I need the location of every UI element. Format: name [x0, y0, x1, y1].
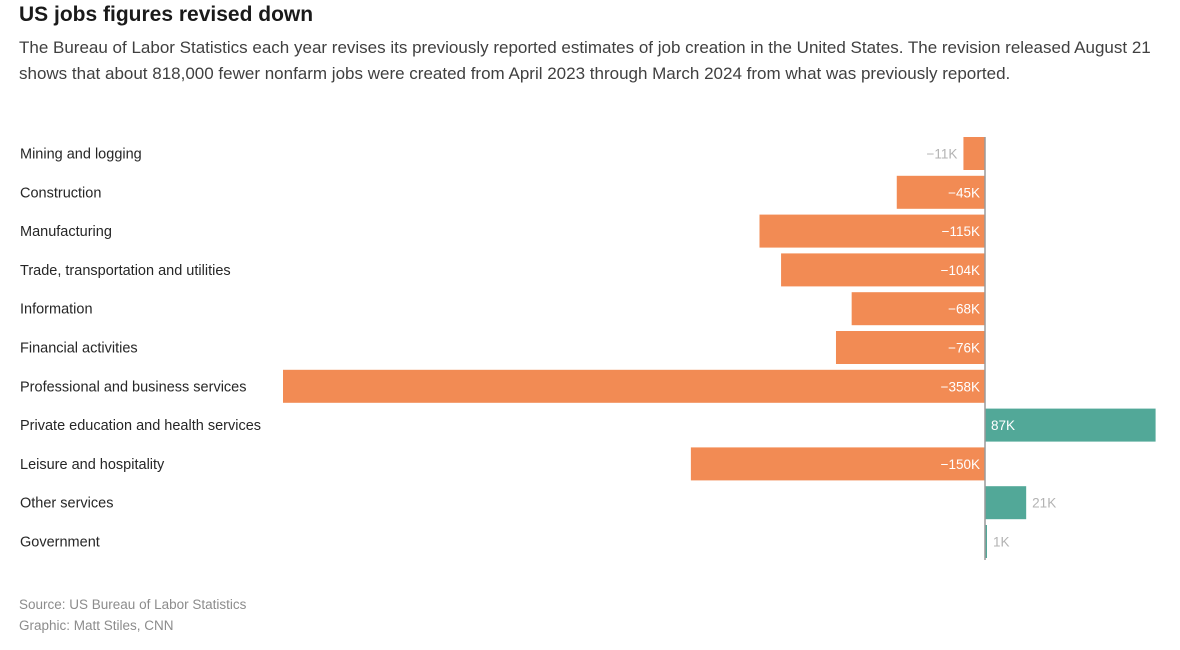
value-label-private-education-and-health-services: 87K — [991, 418, 1015, 433]
value-label-construction: −45K — [948, 185, 980, 200]
source-note: Source: US Bureau of Labor Statistics — [19, 597, 247, 612]
graphic-credit: Graphic: Matt Stiles, CNN — [19, 618, 174, 633]
category-label-financial-activities: Financial activities — [20, 341, 138, 357]
bar-chart: Mining and logging −11K Construction −45K Ma… — [20, 137, 1156, 560]
category-label-trade-transportation-and-utilities: Trade, transportation and utilities — [20, 263, 231, 279]
value-label-manufacturing: −115K — [942, 224, 980, 239]
category-label-other-services: Other services — [20, 496, 113, 512]
category-label-construction: Construction — [20, 185, 101, 201]
category-label-professional-and-business-services: Professional and business services — [20, 379, 246, 395]
category-label-manufacturing: Manufacturing — [20, 224, 112, 240]
bar-government — [985, 525, 987, 558]
bar-private-education-and-health-services — [985, 408, 1156, 442]
value-label-leisure-and-hospitality: −150K — [941, 457, 980, 472]
value-label-professional-and-business-services: −358K — [941, 379, 980, 394]
value-label-information: −68K — [948, 302, 980, 317]
bar-mining-and-logging — [963, 137, 985, 170]
bar-construction — [896, 175, 985, 209]
value-label-other-services: 21K — [1032, 496, 1056, 511]
bar-financial-activities — [835, 331, 985, 364]
chart-title: US jobs figures revised down — [19, 3, 314, 26]
bar-other-services — [985, 486, 1027, 520]
bar-leisure-and-hospitality — [690, 447, 985, 481]
category-label-government: Government — [20, 535, 100, 551]
bar-information — [851, 292, 985, 326]
category-label-private-education-and-health-services: Private education and health services — [20, 418, 261, 434]
value-label-trade-transportation-and-utilities: −104K — [941, 263, 980, 278]
chart-subtitle: The Bureau of Labor Statistics each year… — [19, 38, 1151, 83]
value-label-financial-activities: −76K — [948, 341, 980, 356]
bar-professional-and-business-services — [283, 369, 985, 403]
bar-trade-transportation-and-utilities — [781, 253, 985, 287]
value-label-mining-and-logging: −11K — [927, 147, 958, 162]
category-label-information: Information — [20, 302, 93, 318]
category-label-leisure-and-hospitality: Leisure and hospitality — [20, 457, 165, 473]
category-label-mining-and-logging: Mining and logging — [20, 147, 142, 163]
value-label-government: 1K — [993, 535, 1010, 550]
labels-layer: Mining and logging −11K Construction −45K Ma… — [20, 147, 1056, 551]
bar-manufacturing — [759, 214, 985, 248]
bars-layer — [283, 137, 1156, 558]
